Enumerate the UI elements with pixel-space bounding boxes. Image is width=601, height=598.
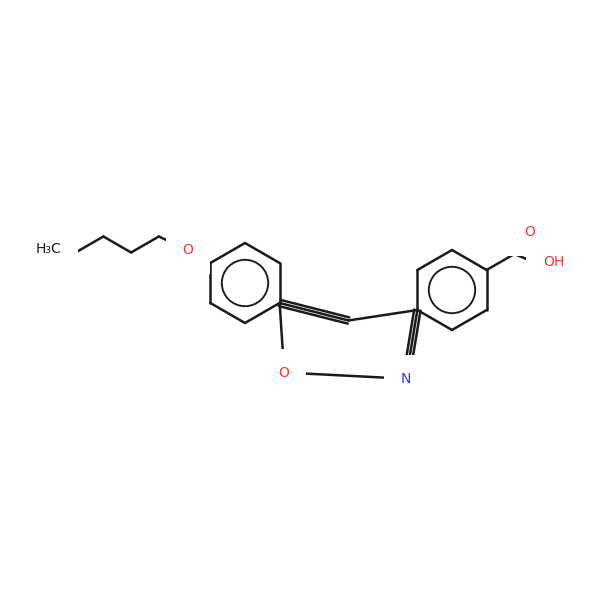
Text: H₃C: H₃C [36, 242, 62, 257]
Text: N: N [401, 372, 411, 386]
Text: O: O [524, 225, 535, 239]
Text: O: O [279, 365, 290, 380]
Text: OH: OH [543, 255, 564, 269]
Text: O: O [183, 243, 194, 257]
